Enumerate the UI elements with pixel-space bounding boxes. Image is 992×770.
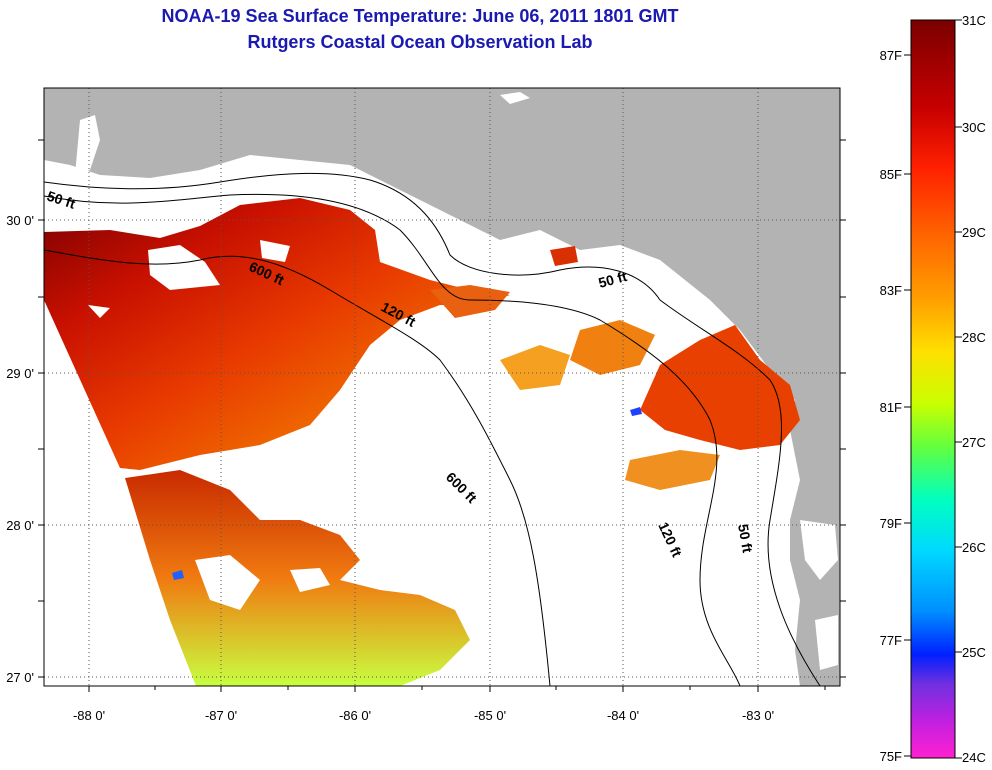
lon-label: -87 0' (205, 708, 237, 723)
isobath-600ft (44, 249, 551, 686)
colorbar-c-label: 30C (962, 120, 986, 135)
colorbar-f-label: 77F (880, 633, 902, 648)
cloud-gap (260, 240, 290, 262)
colorbar-f-label: 83F (880, 283, 902, 298)
isobath-120ft (44, 193, 741, 686)
colorbar-f-label: 85F (880, 167, 902, 182)
graticule (44, 88, 840, 686)
lake (75, 115, 100, 175)
colorbar-c-label: 29C (962, 225, 986, 240)
lon-label: -85 0' (474, 708, 506, 723)
lon-label: -84 0' (607, 708, 639, 723)
colorbar-f-label: 79F (880, 516, 902, 531)
sst-patch-east (570, 320, 655, 375)
sst-patch-east (630, 407, 642, 416)
sst-patch-east (172, 570, 184, 580)
colorbar-f-label: 87F (880, 48, 902, 63)
colorbar (910, 19, 956, 759)
land-mass (44, 88, 840, 686)
lat-label: 27 0' (6, 670, 34, 685)
plot-frame (43, 87, 841, 687)
lon-label: -86 0' (339, 708, 371, 723)
colorbar-f-label: 81F (880, 400, 902, 415)
isobath-50ft (44, 172, 821, 686)
colorbar-ticks (904, 19, 962, 759)
cloud-gap (195, 555, 260, 610)
cloud-gap (148, 245, 220, 290)
lon-label: -83 0' (742, 708, 774, 723)
colorbar-c-label: 31C (962, 13, 986, 28)
colorbar-c-label: 24C (962, 750, 986, 765)
cloud-gap (290, 568, 330, 592)
lon-label: -88 0' (73, 708, 105, 723)
sst-patch-east (625, 450, 720, 490)
colorbar-c-label: 26C (962, 540, 986, 555)
colorbar-c-label: 28C (962, 330, 986, 345)
axis-ticks (38, 139, 846, 692)
map-title: NOAA-19 Sea Surface Temperature: June 06… (161, 6, 679, 26)
lat-label: 28 0' (6, 518, 34, 533)
colorbar-f-label: 75F (880, 749, 902, 764)
colorbar-c-label: 27C (962, 435, 986, 450)
cloud-gap (88, 305, 110, 318)
colorbar-c-label: 25C (962, 645, 986, 660)
isobath-label: 50 ft (597, 268, 629, 291)
lake (500, 92, 530, 104)
sst-patch-east (500, 345, 570, 390)
sst-patch-east (640, 325, 800, 450)
lake (815, 615, 838, 670)
isobath-label: 50 ft (735, 523, 756, 554)
sst-patch-east (550, 246, 578, 266)
lat-label: 30 0' (6, 213, 34, 228)
map-subtitle: Rutgers Coastal Ocean Observation Lab (247, 32, 593, 52)
lake (800, 520, 838, 580)
lat-label: 29 0' (6, 366, 34, 381)
